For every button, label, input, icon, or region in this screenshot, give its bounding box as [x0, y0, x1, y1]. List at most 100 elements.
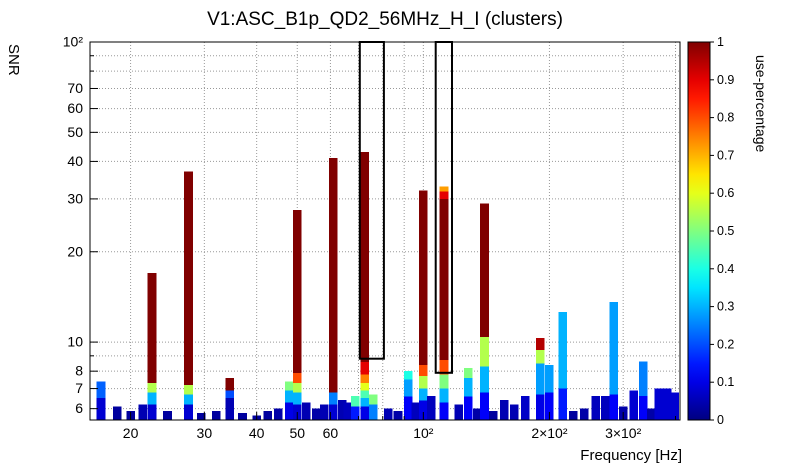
cluster-bar-segment	[293, 392, 302, 405]
colorbar-tick-label: 0.9	[717, 73, 734, 87]
cluster-bar-segment	[489, 410, 498, 420]
colorbar-tick-label: 0.1	[717, 375, 734, 389]
cluster-bar-segment	[369, 404, 378, 420]
cluster-bar-segment	[329, 158, 338, 393]
cluster-bar-segment	[96, 398, 106, 420]
cluster-bar-segment	[480, 366, 489, 393]
cluster-bar-segment	[463, 377, 473, 397]
cluster-bar-segment	[480, 203, 489, 337]
x-tick-label: 20	[123, 425, 139, 441]
cluster-bar-segment	[360, 374, 370, 384]
cluster-bar-segment	[439, 374, 449, 389]
cluster-bar-segment	[263, 410, 272, 420]
cluster-bar-segment	[360, 390, 370, 399]
cluster-bar-segment	[147, 272, 157, 384]
cluster-bar-segment	[411, 402, 421, 420]
cluster-bar-segment	[301, 402, 311, 420]
y-tick-label: 10	[67, 334, 83, 350]
cluster-bar-segment	[403, 396, 413, 420]
cluster-bar-segment	[225, 377, 235, 391]
cluster-bar-segment	[293, 372, 302, 384]
y-tick-label: 20	[67, 243, 83, 259]
colorbar-tick-label: 1	[717, 35, 724, 49]
cluster-bar-segment	[520, 396, 530, 420]
cluster-bar-segment	[419, 364, 428, 377]
cluster-bar-segment	[569, 410, 578, 420]
y-tick-label: 10²	[63, 34, 84, 50]
cluster-bar-segment	[403, 379, 413, 397]
cluster-bar-segment	[113, 406, 122, 420]
x-tick-label: 2×10²	[531, 425, 568, 441]
cluster-bar-segment	[211, 410, 221, 420]
cluster-bars	[96, 152, 679, 420]
cluster-bar-segment	[384, 408, 393, 420]
cluster-bar-segment	[499, 400, 509, 420]
cluster-bar-segment	[393, 410, 403, 420]
cluster-bar-segment	[293, 210, 302, 373]
cluster-bar-segment	[147, 392, 157, 405]
cluster-bar-segment	[329, 392, 338, 405]
cluster-bar-segment	[360, 383, 370, 391]
cluster-bar-segment	[463, 367, 473, 378]
cluster-bar-segment	[360, 406, 370, 420]
cluster-bar-segment	[535, 350, 545, 364]
cluster-bar-segment	[403, 371, 413, 380]
cluster-bar-segment	[238, 413, 247, 420]
cluster-bar-segment	[284, 402, 294, 420]
cluster-bar-segment	[545, 364, 554, 393]
cluster-bar-segment	[419, 376, 428, 389]
cluster-bar-segment	[662, 388, 672, 420]
cluster-bar-segment	[360, 398, 370, 407]
cluster-bar-segment	[184, 384, 193, 395]
cluster-bar-segment	[311, 408, 321, 420]
cluster-bar-segment	[343, 402, 353, 420]
cluster-bar-segment	[535, 394, 545, 420]
x-tick-label: 60	[323, 425, 339, 441]
cluster-bar-segment	[419, 190, 428, 365]
cluster-bar-segment	[147, 383, 157, 393]
cluster-bar-segment	[510, 404, 519, 420]
cluster-bar-segment	[138, 404, 148, 420]
cluster-bar-segment	[320, 404, 329, 420]
axis-ticks	[90, 41, 677, 420]
x-tick-label: 50	[289, 425, 305, 441]
cluster-bar-segment	[601, 396, 610, 420]
cluster-bar-segment	[225, 390, 235, 399]
cluster-bar-segment	[184, 394, 193, 405]
cluster-bar-segment	[419, 388, 428, 401]
cluster-bar-segment	[558, 388, 567, 420]
cluster-bar-segment	[419, 400, 428, 420]
colorbar-tick-label: 0	[717, 413, 724, 427]
cluster-bar-segment	[439, 360, 449, 375]
y-tick-label: 40	[67, 153, 83, 169]
cluster-bar-segment	[273, 408, 283, 420]
cluster-bar-segment	[439, 402, 449, 420]
y-tick-label: 8	[75, 363, 83, 379]
x-tick-label: 10²	[413, 425, 434, 441]
cluster-bar-segment	[439, 191, 449, 199]
cluster-bar-segment	[609, 394, 619, 420]
y-tick-label: 30	[67, 190, 83, 206]
cluster-bar-segment	[369, 394, 378, 405]
cluster-bar-segment	[629, 390, 639, 420]
colorbar-tick-label: 0.6	[717, 186, 734, 200]
chart-generated-layers: 20 30 40 50 60 10² 2×10² 3×10²67810203040506070…	[63, 34, 735, 442]
cluster-bar-segment	[463, 396, 473, 420]
cluster-bar-segment	[96, 381, 106, 399]
cluster-bar-segment	[545, 392, 554, 420]
colorbar	[687, 41, 711, 421]
cluster-bar-segment	[591, 396, 600, 420]
colorbar-tick-label: 0.2	[717, 337, 734, 351]
cluster-bar-segment	[337, 400, 347, 420]
y-tick-label: 7	[75, 380, 83, 396]
colorbar-label: use-percentage	[753, 55, 769, 153]
cluster-bar-segment	[225, 398, 235, 420]
cluster-bar-segment	[184, 171, 193, 385]
plot-frame	[89, 41, 681, 421]
colorbar-tick-label: 0.8	[717, 111, 734, 125]
cluster-bar-segment	[535, 363, 545, 395]
y-axis-label: SNR	[5, 44, 22, 76]
y-tick-label: 50	[67, 124, 83, 140]
cluster-bar-segment	[427, 396, 436, 420]
cluster-bar-segment	[646, 408, 656, 420]
